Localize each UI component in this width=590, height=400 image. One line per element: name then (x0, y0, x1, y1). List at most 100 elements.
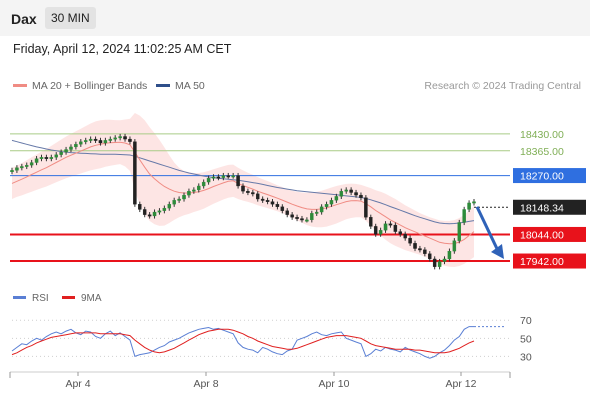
candle-body (206, 178, 211, 183)
ma9-swatch (62, 295, 75, 299)
x-tick-label-1: Apr 8 (193, 378, 218, 390)
candle-body (300, 218, 304, 221)
forecast-arrow-head (491, 243, 504, 259)
candle-body (34, 158, 39, 163)
forecast-arrow-shaft (475, 206, 501, 254)
last-price-label: 18148.34 (520, 202, 564, 214)
candle-body (201, 181, 206, 187)
legend-ma20: MA 20 + Bollinger Bands (13, 80, 147, 92)
candle-body (413, 243, 417, 249)
candle-body (74, 144, 78, 148)
candle-body (403, 234, 407, 239)
candle-body (275, 204, 280, 207)
candle-body (88, 138, 93, 141)
ma9-label: 9MA (81, 293, 102, 304)
candle-body (462, 209, 466, 223)
candle-body (177, 198, 181, 201)
candle-body (305, 219, 309, 222)
candle-body (44, 157, 49, 159)
candle-body (192, 189, 196, 192)
price-level-label-4: 17942.00 (520, 256, 564, 268)
candle-body (265, 200, 270, 202)
candle-body (79, 141, 83, 145)
candle-body (447, 250, 452, 260)
candle-body (182, 194, 186, 200)
price-level-label-3: 18044.00 (520, 229, 564, 241)
candle-body (408, 237, 412, 244)
candle-body (373, 226, 378, 235)
candle-body (108, 138, 113, 141)
ma20-label: MA 20 + Bollinger Bands (32, 80, 148, 92)
candle-body (39, 157, 44, 159)
candle-body (83, 140, 88, 143)
candle-body (452, 240, 457, 252)
candle-body (319, 206, 324, 213)
candle-body (442, 258, 447, 262)
candle-body (246, 191, 250, 193)
candle-body (29, 162, 34, 166)
candle-body (310, 213, 314, 221)
candle-body (10, 170, 14, 173)
candle-body (432, 258, 437, 267)
candle-body (152, 211, 157, 217)
candle-body (285, 210, 289, 215)
ma50-swatch (156, 83, 170, 87)
candle-body (359, 194, 363, 198)
candle-body (93, 138, 98, 141)
x-tick-label-3: Apr 12 (446, 378, 477, 390)
candle-body (216, 176, 221, 179)
price-level-label-2: 18270.00 (520, 171, 564, 183)
candle-body (467, 202, 471, 210)
candle-body (147, 214, 152, 217)
candle-body (49, 157, 54, 159)
candle-body (255, 193, 260, 200)
rsi-label: RSI (32, 293, 49, 304)
candle-body (226, 175, 231, 178)
candle-body (211, 176, 216, 179)
candle-body (334, 196, 339, 201)
candle-body (457, 222, 462, 241)
candle-body (15, 167, 19, 171)
candle-body (142, 209, 147, 215)
price-level-tag-4 (513, 253, 586, 269)
candle-body (64, 149, 68, 153)
candle-body (251, 192, 255, 195)
candle-body (329, 200, 334, 205)
candle-body (167, 204, 172, 209)
candle-body (369, 217, 373, 227)
candle-body (128, 138, 132, 142)
candle-body (138, 204, 142, 210)
candle-body (241, 185, 245, 192)
candle-body (339, 191, 344, 197)
candle-body (98, 140, 103, 144)
candle-body (388, 223, 393, 226)
candle-body (260, 198, 265, 201)
candle-body (24, 164, 29, 167)
timeframe-button[interactable]: 30 MIN (45, 7, 96, 29)
symbol-title: Dax (11, 11, 37, 27)
candle-body (398, 231, 403, 235)
candle-body (103, 140, 108, 144)
ma50-label: MA 50 (175, 80, 205, 92)
price-level-label-1: 18365.00 (520, 146, 564, 158)
legend-rsi: RSI (13, 293, 49, 304)
candle-body (295, 217, 299, 219)
candle-body (20, 166, 24, 169)
candle-body (472, 201, 476, 204)
candle-body (437, 261, 442, 267)
price-level-tag-3 (513, 226, 586, 242)
candle-body (59, 151, 63, 155)
ma50-line (11, 139, 475, 225)
candle-body (314, 211, 319, 214)
rsi-swatch (13, 295, 26, 299)
candle-body (344, 189, 348, 192)
last-price-tag (513, 199, 586, 215)
candle-body (221, 175, 226, 178)
candle-body (280, 206, 285, 211)
candle-body (172, 200, 176, 205)
chart-header: Dax 30 MIN (0, 0, 590, 36)
copyright-text: Research © 2024 Trading Central (424, 80, 581, 92)
candle-body (270, 201, 275, 205)
candle-body (383, 223, 388, 231)
candle-body (324, 204, 329, 207)
